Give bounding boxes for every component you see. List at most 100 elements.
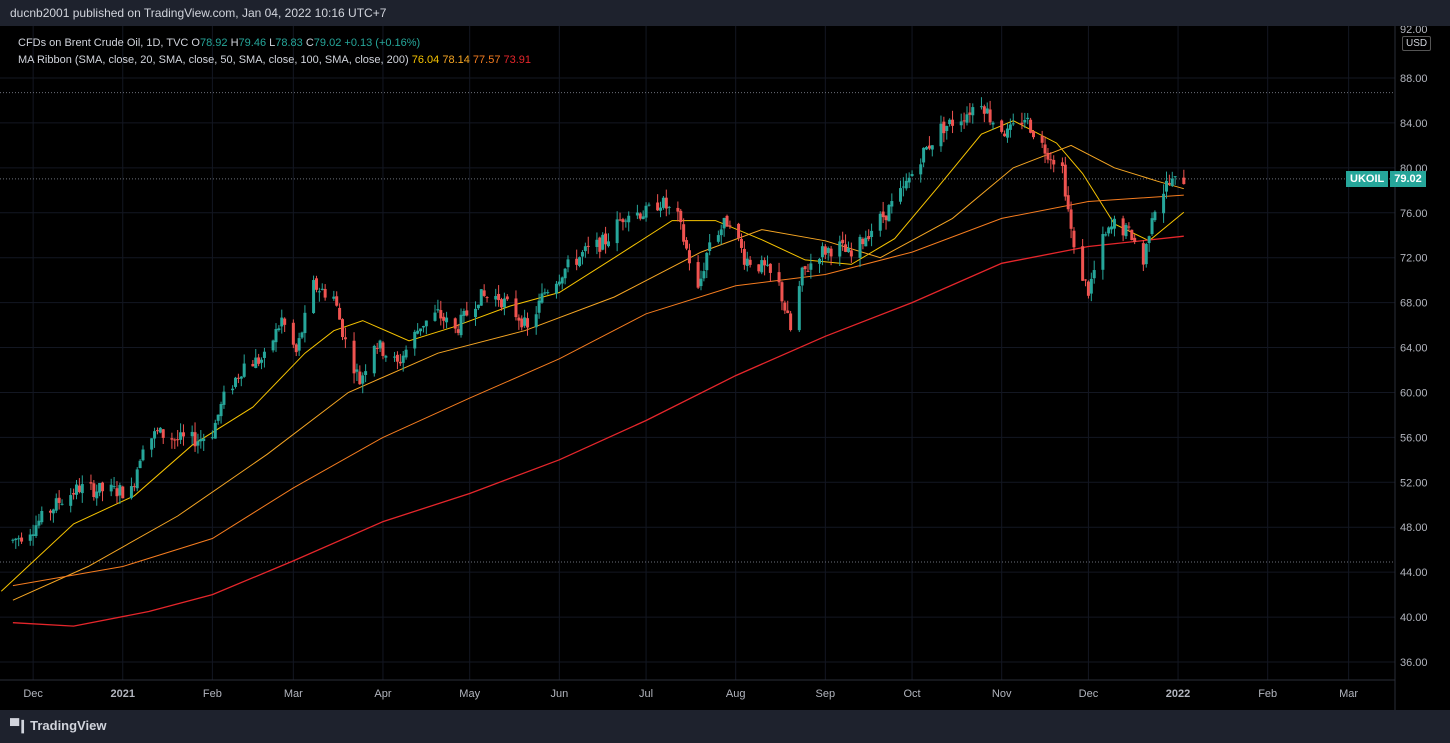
candle-body <box>398 361 402 364</box>
candle-body <box>1049 159 1053 161</box>
candle-body <box>210 437 214 439</box>
candle-body <box>300 332 304 338</box>
candle-body <box>803 266 807 270</box>
candle-body <box>98 482 102 493</box>
candle-body <box>563 268 567 279</box>
candle-body <box>806 270 810 272</box>
candle-body <box>260 359 264 363</box>
candle-body <box>838 241 842 257</box>
y-tick-label-partial: 92.00 <box>1400 26 1428 36</box>
candle-body <box>112 486 116 488</box>
high-value: 79.46 <box>238 37 267 49</box>
candle-body <box>239 376 243 379</box>
candle-body <box>500 299 504 308</box>
candle-body <box>514 298 518 318</box>
candle-body <box>907 177 911 183</box>
price-chart[interactable]: 36.00 40.00 44.00 48.00 52.00 56.00 60.00 64.00… <box>0 26 1450 710</box>
candle-body <box>800 267 804 286</box>
candle-body <box>193 432 197 447</box>
y-tick-label: 84.00 <box>1400 118 1428 130</box>
candle-body <box>121 486 125 499</box>
tradingview-logo[interactable]: ▀❙ TradingView <box>10 718 106 734</box>
ma-ribbon-legend[interactable]: MA Ribbon (SMA, close, 20, SMA, close, 5… <box>18 54 531 66</box>
price-axis[interactable]: 36.00 40.00 44.00 48.00 52.00 56.00 60.00 64.00… <box>1394 26 1428 710</box>
candle-body <box>829 248 833 257</box>
candle-body <box>765 264 769 266</box>
candle-body <box>659 207 663 211</box>
low-value: 78.83 <box>275 37 303 49</box>
candle-body <box>274 329 278 343</box>
candle-body <box>910 174 914 177</box>
candle-body <box>494 295 498 300</box>
candle-body <box>702 271 706 279</box>
candle-body <box>745 258 749 266</box>
candle-body <box>485 297 489 299</box>
publisher-bar: ducnb2001 published on TradingView.com, … <box>0 0 1450 26</box>
candle-body <box>615 219 619 244</box>
candle-body <box>1141 243 1145 265</box>
candle-body <box>176 439 180 441</box>
candle-body <box>343 337 347 340</box>
candle-body <box>1052 159 1056 165</box>
candle-body <box>520 318 524 328</box>
symbol-legend[interactable]: CFDs on Brent Crude Oil, 1D, TVC O78.92 … <box>18 37 420 49</box>
candle-body <box>578 257 582 266</box>
candle-body <box>557 281 561 285</box>
x-tick-label: Apr <box>374 688 391 700</box>
x-tick-label: Aug <box>726 688 746 700</box>
low-label: L <box>269 37 276 49</box>
candle-body <box>155 430 159 432</box>
candle-body <box>763 260 767 266</box>
candle-body <box>231 388 235 391</box>
candle-body <box>257 357 261 364</box>
candle-body <box>1170 178 1174 186</box>
candle-body <box>1162 193 1166 214</box>
candle-body <box>864 237 868 247</box>
y-tick-label: 40.00 <box>1400 612 1428 624</box>
candle-body <box>190 431 194 437</box>
candle-body <box>115 488 119 497</box>
candle-body <box>687 250 691 264</box>
candle-body <box>1089 278 1093 294</box>
candle-body <box>635 212 639 216</box>
candle-body <box>271 340 275 351</box>
change-value: +0.13 (+0.16%) <box>344 37 421 49</box>
candle-body <box>1005 128 1009 138</box>
candle-body <box>737 223 741 238</box>
y-tick-label: 36.00 <box>1400 657 1428 669</box>
ma-ribbon-title: MA Ribbon (SMA, close, 20, SMA, close, 5… <box>18 54 409 66</box>
candle-body <box>667 206 671 208</box>
candle-body <box>540 293 544 303</box>
candle-body <box>375 347 379 349</box>
time-axis[interactable]: Dec 2021 Feb Mar Apr May Jun Jul Aug Sep Oct Nov Dec… <box>0 679 1395 700</box>
candle-body <box>262 351 266 358</box>
x-tick-label: Feb <box>1258 688 1277 700</box>
tradingview-logo-icon: ▀❙ <box>10 718 28 733</box>
candle-body <box>560 277 564 284</box>
y-tick-label: 56.00 <box>1400 432 1428 444</box>
candle-body <box>595 239 599 247</box>
candle-body <box>890 201 894 207</box>
candle-body <box>826 247 830 254</box>
candle-body <box>725 215 729 227</box>
candle-body <box>277 328 281 331</box>
candle-body <box>219 404 223 417</box>
candle-body <box>679 210 683 223</box>
candle-body <box>760 260 764 273</box>
candle-body <box>1020 122 1024 125</box>
x-tick-label: Dec <box>23 688 43 700</box>
candle-body <box>439 310 443 319</box>
candle-body <box>789 313 793 331</box>
dotted-levels <box>0 92 1395 563</box>
candle-body <box>355 369 359 372</box>
candle-body <box>340 319 344 337</box>
candle-body <box>17 538 21 540</box>
candle-body <box>991 122 995 125</box>
currency-badge[interactable]: USD <box>1402 36 1432 51</box>
candle-body <box>445 317 449 323</box>
candle-body <box>1107 227 1111 234</box>
candle-body <box>719 229 723 236</box>
candle-body <box>580 252 584 257</box>
candle-body <box>11 539 15 541</box>
candle-body <box>436 309 440 311</box>
